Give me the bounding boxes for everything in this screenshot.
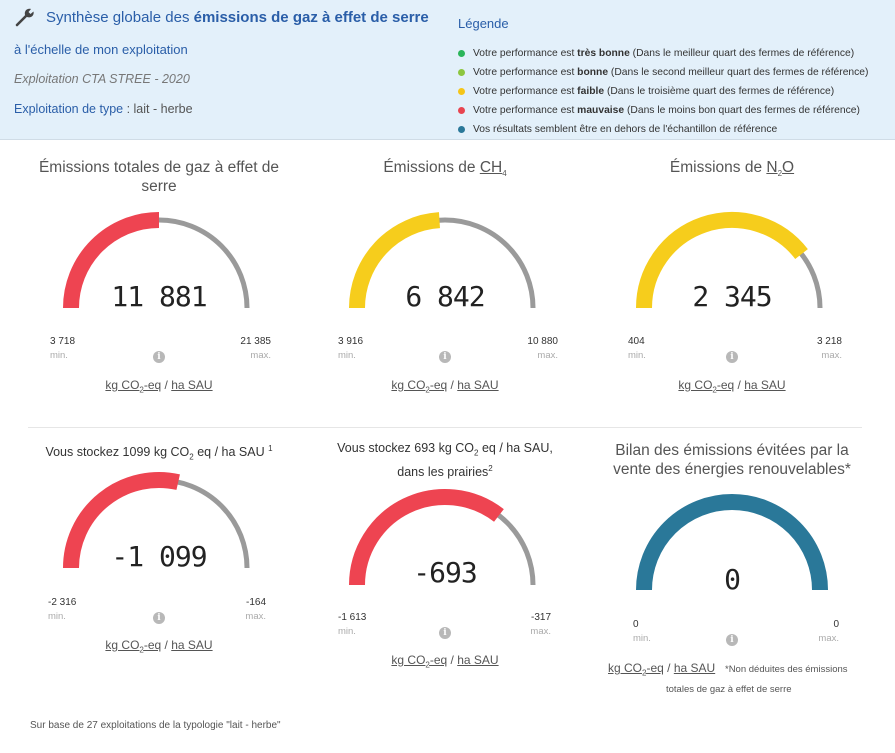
gauge-card-ch4: Émissions de CH4 xyxy=(300,158,590,183)
gauge-fill xyxy=(636,494,828,591)
gauge-fill xyxy=(636,212,808,309)
legend-dot-icon xyxy=(458,126,465,133)
gauge-card-total: Émissions totales de gaz à effet de serr… xyxy=(14,158,304,196)
gauge-max: -164 max. xyxy=(245,597,266,622)
footer-note: Sur base de 27 exploitations de la typol… xyxy=(30,720,281,731)
legend-title: Légende xyxy=(458,16,509,31)
header-left: Synthèse globale des émissions de gaz à … xyxy=(14,6,444,117)
wrench-icon xyxy=(15,8,34,27)
gauge-title: Vous stockez 693 kg CO2 eq / ha SAU, dans… xyxy=(337,441,553,479)
gauge-fill xyxy=(349,489,504,586)
info-icon[interactable]: i xyxy=(726,351,738,363)
gauge-min: 3 718 min. xyxy=(50,336,76,361)
legend-text: Vos résultats semblent être en dehors de… xyxy=(473,124,778,135)
gauge-max: 3 218 max. xyxy=(816,336,842,361)
bilan-note-2: totales de gaz à effet de serre xyxy=(666,684,792,695)
legend-item: Votre performance est faible (Dans le tr… xyxy=(458,82,888,101)
exploitation-type: Exploitation de type : lait - herbe xyxy=(14,102,193,116)
gauge-unit: kg CO2-eq / ha SAU xyxy=(391,378,499,395)
gauge-min: -1 613 min. xyxy=(338,612,367,637)
summary-header: Synthèse globale des émissions de gaz à … xyxy=(0,0,895,140)
legend-item: Votre performance est bonne (Dans le sec… xyxy=(458,63,888,82)
legend-dot-icon xyxy=(458,69,465,76)
gauge-title: Émissions de CH4 xyxy=(383,159,507,179)
gauge-max: 10 880 max. xyxy=(527,336,558,361)
gauge-card-bilan: Bilan des émissions évitées par la vente… xyxy=(587,441,877,479)
gauge-title: Bilan des émissions évitées par la vente… xyxy=(613,442,851,478)
gauge-min: 404 min. xyxy=(628,336,646,361)
gauge-card-n2o: Émissions de N2O xyxy=(587,158,877,183)
gauge-n2o xyxy=(636,212,823,309)
legend-item: Votre performance est mauvaise (Dans le … xyxy=(458,101,888,120)
legend-dot-icon xyxy=(458,50,465,57)
gauge-title: Vous stockez 1099 kg CO2 eq / ha SAU 1 xyxy=(45,444,273,462)
gauge-title: Émissions totales de gaz à effet de serr… xyxy=(38,159,280,195)
gauge-unit: kg CO2-eq / ha SAU xyxy=(105,638,213,655)
gauge-min: 0 min. xyxy=(633,619,651,644)
legend-text: Votre performance est très bonne (Dans l… xyxy=(473,48,855,59)
gauge-min: -2 316 min. xyxy=(48,597,77,622)
gauge-title: Émissions de N2O xyxy=(669,159,795,179)
gauge-card-prairies: Vous stockez 693 kg CO2 eq / ha SAU, dans… xyxy=(300,441,590,480)
gauge-stock xyxy=(63,472,250,569)
info-icon[interactable]: i xyxy=(439,351,451,363)
legend-dot-icon xyxy=(458,88,465,95)
info-icon[interactable]: i xyxy=(439,627,451,639)
gauge-min: 3 916 min. xyxy=(338,336,364,361)
page-title: Synthèse globale des émissions de gaz à … xyxy=(46,8,429,26)
gauge-fill xyxy=(63,212,160,309)
info-icon[interactable]: i xyxy=(153,351,165,363)
gauge-max: -317 max. xyxy=(530,612,551,637)
legend-text: Votre performance est mauvaise (Dans le … xyxy=(473,105,860,116)
gauge-value: 11 881 xyxy=(111,280,207,313)
gauge-fill xyxy=(349,212,441,309)
page-subtitle: à l'échelle de mon exploitation xyxy=(14,42,188,57)
gauge-prairies xyxy=(349,489,536,586)
legend-item: Vos résultats semblent être en dehors de… xyxy=(458,120,888,139)
gauge-total xyxy=(63,212,250,309)
gauge-value: 2 345 xyxy=(692,280,772,313)
gauge-unit: kg CO2-eq / ha SAU xyxy=(608,661,716,678)
legend-text: Votre performance est faible (Dans le tr… xyxy=(473,86,835,97)
info-icon[interactable]: i xyxy=(726,634,738,646)
legend: Légende Votre performance est très bonne… xyxy=(458,16,888,139)
gauge-value: 0 xyxy=(724,563,741,596)
gauge-max: 21 385 max. xyxy=(240,336,271,361)
legend-dot-icon xyxy=(458,107,465,114)
gauge-bilan xyxy=(636,494,828,591)
exploitation-name: Exploitation CTA STREE - 2020 xyxy=(14,72,190,86)
gauge-max: 0 max. xyxy=(818,619,839,644)
legend-text: Votre performance est bonne (Dans le sec… xyxy=(473,67,869,78)
bilan-note: *Non déduites des émissions xyxy=(725,664,848,675)
gauge-fill xyxy=(63,472,180,569)
gauge-unit: kg CO2-eq / ha SAU xyxy=(105,378,213,395)
gauge-card-stock: Vous stockez 1099 kg CO2 eq / ha SAU 1 xyxy=(14,441,304,465)
legend-item: Votre performance est très bonne (Dans l… xyxy=(458,44,888,63)
title-row: Synthèse globale des émissions de gaz à … xyxy=(14,6,444,28)
gauge-ch4 xyxy=(349,212,536,309)
info-icon[interactable]: i xyxy=(153,612,165,624)
gauge-unit: kg CO2-eq / ha SAU xyxy=(678,378,786,395)
gauge-value: 6 842 xyxy=(405,280,485,313)
gauge-value: -1 099 xyxy=(111,540,207,573)
gauge-unit: kg CO2-eq / ha SAU xyxy=(391,653,499,670)
row-divider xyxy=(28,427,862,428)
gauge-value: -693 xyxy=(413,556,477,589)
